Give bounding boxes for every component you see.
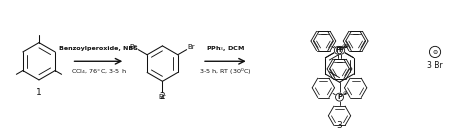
Text: $\ominus$: $\ominus$ [432, 48, 438, 56]
Text: PPh$_3$, DCM: PPh$_3$, DCM [206, 44, 245, 53]
Text: 3: 3 [337, 121, 342, 130]
Circle shape [334, 46, 342, 54]
Text: $\oplus$: $\oplus$ [343, 42, 349, 50]
Text: $\oplus$: $\oplus$ [340, 42, 346, 50]
Text: Br: Br [159, 94, 166, 100]
Text: Benzoylperoxide, NBS: Benzoylperoxide, NBS [59, 46, 138, 51]
Circle shape [336, 93, 344, 101]
Text: 3-5 h, RT (30$^0$C): 3-5 h, RT (30$^0$C) [199, 66, 252, 77]
Text: P: P [336, 47, 341, 53]
Text: 1: 1 [36, 88, 42, 97]
Text: P: P [337, 94, 342, 100]
Text: P: P [338, 47, 343, 53]
Text: CCl$_4$, 76°C, 3-5 h: CCl$_4$, 76°C, 3-5 h [71, 67, 126, 76]
Text: Br: Br [188, 44, 195, 50]
Circle shape [337, 46, 345, 54]
Text: 2: 2 [160, 92, 165, 101]
Text: 3 Br: 3 Br [427, 61, 443, 70]
Text: Br: Br [129, 44, 137, 50]
Text: $\oplus$: $\oplus$ [342, 89, 347, 97]
